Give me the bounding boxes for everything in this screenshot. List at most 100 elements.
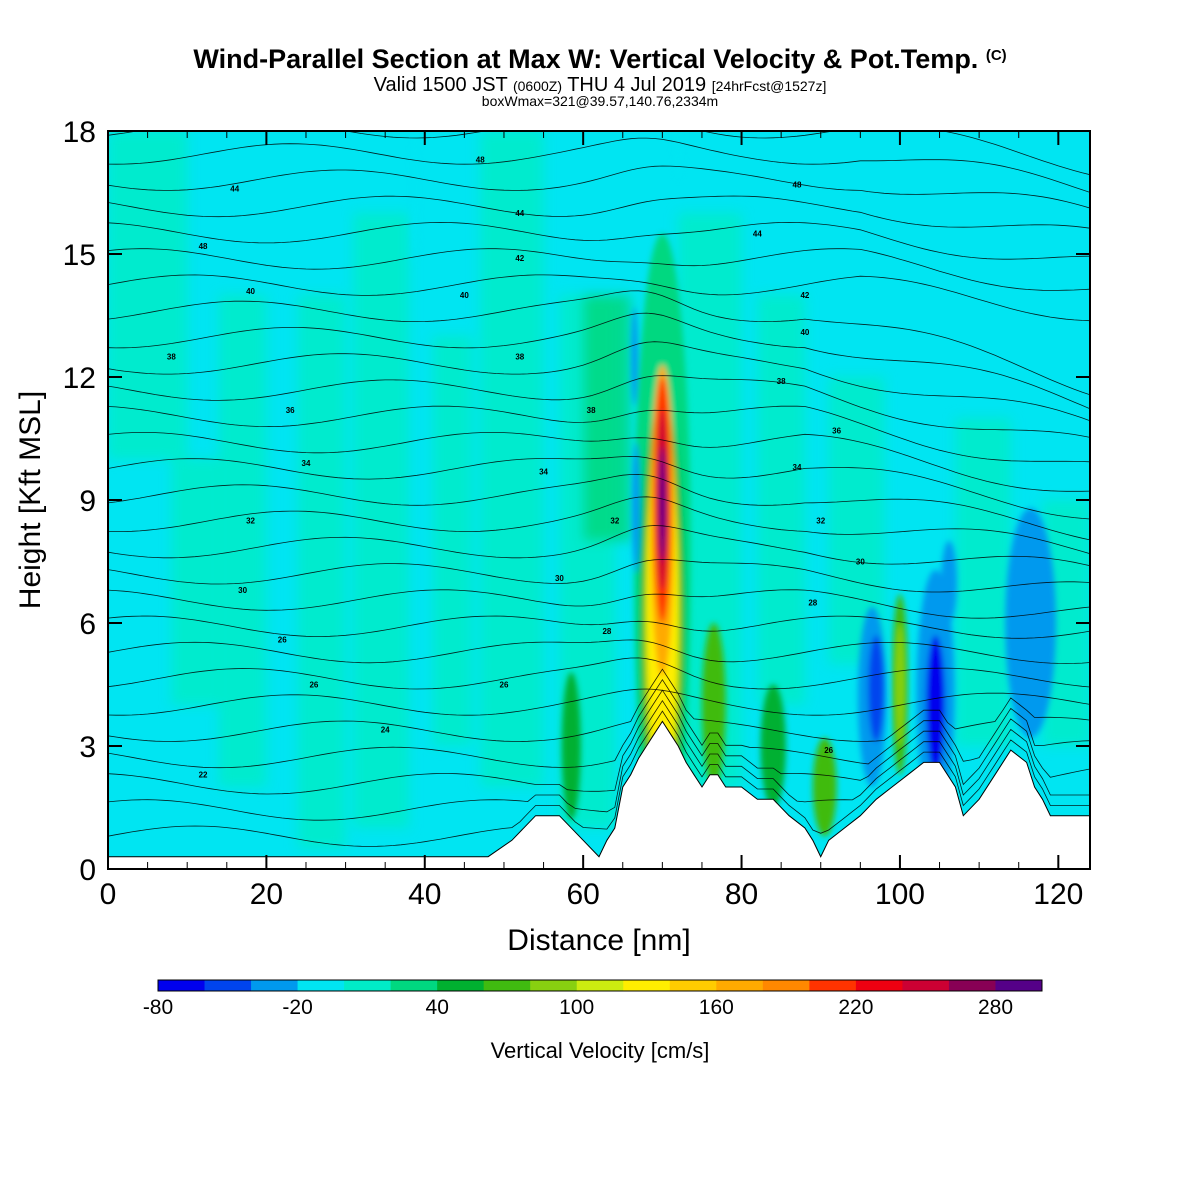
colorbar-swatch-0 [158,980,206,991]
isentrope-label-text-21: 32 [610,517,619,526]
colorbar-swatch-18 [995,980,1043,991]
isentrope-label-32: 26 [824,746,833,755]
isentrope-label-text-20: 32 [246,517,255,526]
isentrope-label-30: 26 [500,681,509,690]
isentrope-line-1 [108,699,1090,821]
isentrope-line-11 [108,525,1090,567]
isentrope-line-13 [108,473,1090,541]
colorbar-swatch-4 [344,980,392,991]
velocity-band-3 [298,295,346,849]
velocity-cell-23 [1011,541,1050,705]
y-tick-label-6: 18 [63,116,96,149]
chart-subtitle: Valid 1500 JST (0600Z) THU 4 Jul 2019 [2… [0,74,1200,97]
velocity-cell-13 [701,623,726,787]
colorbar-tick-label-0: -80 [143,996,173,1019]
colorbar-swatch-12 [716,980,764,991]
isentrope-label-text-12: 38 [515,353,524,362]
isentrope-label-text-6: 42 [515,254,524,263]
y-tick-label-4: 12 [63,362,96,395]
velocity-cell-21 [926,635,946,775]
colorbar-swatch-14 [809,980,857,991]
colorbar-tick-label-6: 280 [978,996,1013,1019]
isentrope-label-text-30: 26 [500,681,509,690]
isentrope-label-21: 32 [610,517,619,526]
isentrope-line-10 [108,558,1090,593]
isentrope-label-29: 26 [309,681,318,690]
velocity-band-9 [757,295,805,705]
colorbar-swatch-1 [204,980,252,991]
isentrope-labels: 48 48 44 44 44 48 42 40 40 42 40 38 38 38 36 38 36 34 34 34… [167,156,865,780]
isentrope-label-text-13: 38 [777,377,786,386]
isentrope-label-18: 34 [539,467,548,476]
velocity-cell-17 [868,635,885,742]
colorbar-swatch-3 [297,980,345,991]
isentrope-label-14: 36 [286,406,295,415]
isentrope-label-text-33: 22 [199,771,208,780]
isentrope-label-17: 34 [302,459,311,468]
isentrope-line-5 [108,688,1090,716]
terrain [108,720,1090,869]
isentrope-line-15 [108,432,1090,492]
isentrope-label-text-9: 42 [800,291,809,300]
y-axis-label: Height [Kft MSL] [14,391,47,609]
chart-title-text: Wind-Parallel Section at Max W: Vertical… [193,44,979,74]
isentrope-line-18 [108,341,1090,422]
isentrope-line-6 [108,657,1090,690]
colorbar: -80 -20 40 100 160 220 280 [143,979,1043,1019]
isentrope-label-text-26: 28 [808,599,817,608]
isentrope-label-text-1: 48 [793,180,802,189]
colorbar-tick-label-2: 40 [426,996,449,1019]
isentrope-label-text-0: 48 [476,156,485,165]
isentrope-label-23: 30 [856,558,865,567]
isentrope-line-9 [108,589,1090,619]
isentrope-label-25: 30 [238,586,247,595]
x-tick-label-6: 120 [1033,878,1083,911]
isentrope-label-text-8: 40 [460,291,469,300]
x-tick-label-5: 100 [875,878,925,911]
isentrope-line-20 [108,290,1090,396]
isentrope-label-5: 48 [199,242,208,251]
isentrope-label-19: 34 [793,463,802,472]
isentrope-label-text-27: 28 [602,627,611,636]
velocity-band-5 [432,336,473,746]
isentrope-line-2 [108,689,1090,795]
velocity-cell-15 [760,684,786,808]
velocity-band-0 [108,131,188,459]
isentrope-line-26 [108,137,1090,193]
velocity-band-13 [583,295,631,541]
colorbar-swatch-13 [762,980,810,991]
isentrope-label-3: 44 [515,209,524,218]
colorbar-swatch-2 [251,980,299,991]
isentrope-line-19 [108,312,1090,410]
isentrope-label-text-25: 30 [238,586,247,595]
isentrope-label-text-17: 34 [302,459,311,468]
x-axis-label: Distance [nm] [507,924,690,957]
isentrope-label-text-11: 38 [167,353,176,362]
isentrope-label-28: 26 [278,635,287,644]
isentrope-label-text-24: 30 [555,574,564,583]
isentrope-label-11: 38 [167,353,176,362]
colorbar-swatch-17 [948,980,996,991]
velocity-cell-11 [673,131,683,181]
colorbar-swatch-11 [669,980,717,991]
isentrope-label-33: 22 [199,771,208,780]
velocity-band-1 [171,459,219,705]
velocity-band-2 [218,295,267,787]
colorbar-swatch-7 [483,980,531,991]
colorbar-swatch-5 [390,980,438,991]
isentrope-label-text-3: 44 [515,209,524,218]
potential-temperature-contours [108,131,1090,847]
isentrope-line-24 [108,195,1090,229]
colorbar-tick-label-1: -20 [282,996,312,1019]
isentrope-label-27: 28 [602,627,611,636]
colorbar-swatch-15 [855,980,903,991]
velocity-cell-9 [631,307,638,406]
velocity-cells [411,131,1056,869]
valid-time: Valid 1500 JST [373,74,508,96]
isentrope-label-2: 44 [230,184,239,193]
velocity-cell-10 [411,131,420,267]
colorbar-swatch-16 [902,980,950,991]
y-tick-label-3: 9 [79,485,96,518]
isentrope-label-20: 32 [246,517,255,526]
